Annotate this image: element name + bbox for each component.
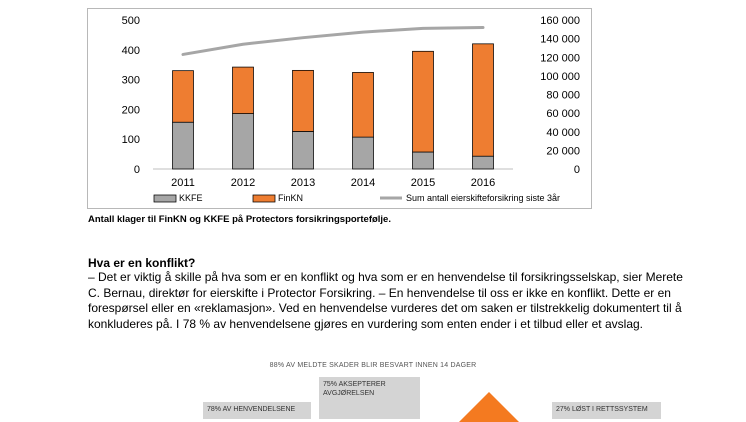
bar-finkn — [232, 66, 254, 114]
y-tick-label: 200 — [122, 104, 140, 116]
y-tick-label: 400 — [122, 45, 140, 57]
x-tick-label: 2013 — [291, 177, 315, 189]
y-tick-label: 500 — [122, 15, 140, 27]
y2-tick-label: 0 — [574, 164, 580, 176]
x-tick-label: 2014 — [351, 177, 375, 189]
bar-kkfe — [472, 155, 494, 170]
y2-tick-label: 60 000 — [546, 108, 580, 120]
legend-label-finkn: FinKN — [278, 193, 303, 203]
body-paragraph: – Det er viktig å skille på hva som er e… — [88, 270, 683, 331]
chart-frame: 0 100 200 300 400 500 0 20 000 40 000 60 000 80 00… — [87, 8, 592, 209]
section-heading: Hva er en konflikt? — [88, 256, 196, 270]
y2-tick-label: 20 000 — [546, 145, 580, 157]
y2-tick-label: 160 000 — [540, 15, 580, 27]
y-tick-label: 300 — [122, 75, 140, 87]
y2-tick-label: 120 000 — [540, 52, 580, 64]
x-tick-label: 2011 — [171, 177, 195, 189]
y2-tick-label: 100 000 — [540, 71, 580, 83]
bar-finkn — [352, 72, 374, 138]
bar-kkfe — [232, 113, 254, 170]
infographic-box-inquiries: 78% AV HENVENDELSENE — [203, 402, 311, 419]
infographic-box-court: 27% LØST I RETTSSYSTEM — [552, 402, 661, 419]
infographic-title: 88% AV MELDTE SKADER BLIR BESVART INNEN … — [269, 362, 477, 369]
chart-caption: Antall klager til FinKN og KKFE på Prote… — [88, 214, 391, 225]
bar-finkn — [472, 43, 494, 157]
legend-swatch-finkn — [252, 194, 276, 203]
y-tick-label: 100 — [122, 134, 140, 146]
x-tick-label: 2016 — [471, 177, 495, 189]
x-tick-label: 2012 — [231, 177, 255, 189]
y2-tick-label: 140 000 — [540, 34, 580, 46]
bar-kkfe — [292, 131, 314, 170]
x-tick-label: 2015 — [411, 177, 435, 189]
bar-kkfe — [412, 151, 434, 170]
legend-swatch-kkfe — [153, 194, 177, 203]
combo-chart: 0 100 200 300 400 500 0 20 000 40 000 60 000 80 00… — [122, 15, 580, 203]
legend-label-sum: Sum antall eierskifteforsikring siste 3å… — [406, 193, 560, 203]
bar-finkn — [292, 69, 314, 132]
legend-label-kkfe: KKFE — [179, 193, 203, 203]
y2-tick-label: 40 000 — [546, 127, 580, 139]
infographic-box-accept: 75% AKSEPTERER AVGJØRELSEN — [319, 377, 420, 419]
y-tick-label: 0 — [134, 164, 140, 176]
orange-triangle-icon — [459, 392, 519, 422]
y2-tick-label: 80 000 — [546, 90, 580, 102]
bar-kkfe — [172, 121, 194, 170]
bar-finkn — [172, 70, 194, 123]
bar-finkn — [412, 50, 434, 153]
bar-kkfe — [352, 136, 374, 170]
line-series-eierskifte — [181, 25, 485, 56]
